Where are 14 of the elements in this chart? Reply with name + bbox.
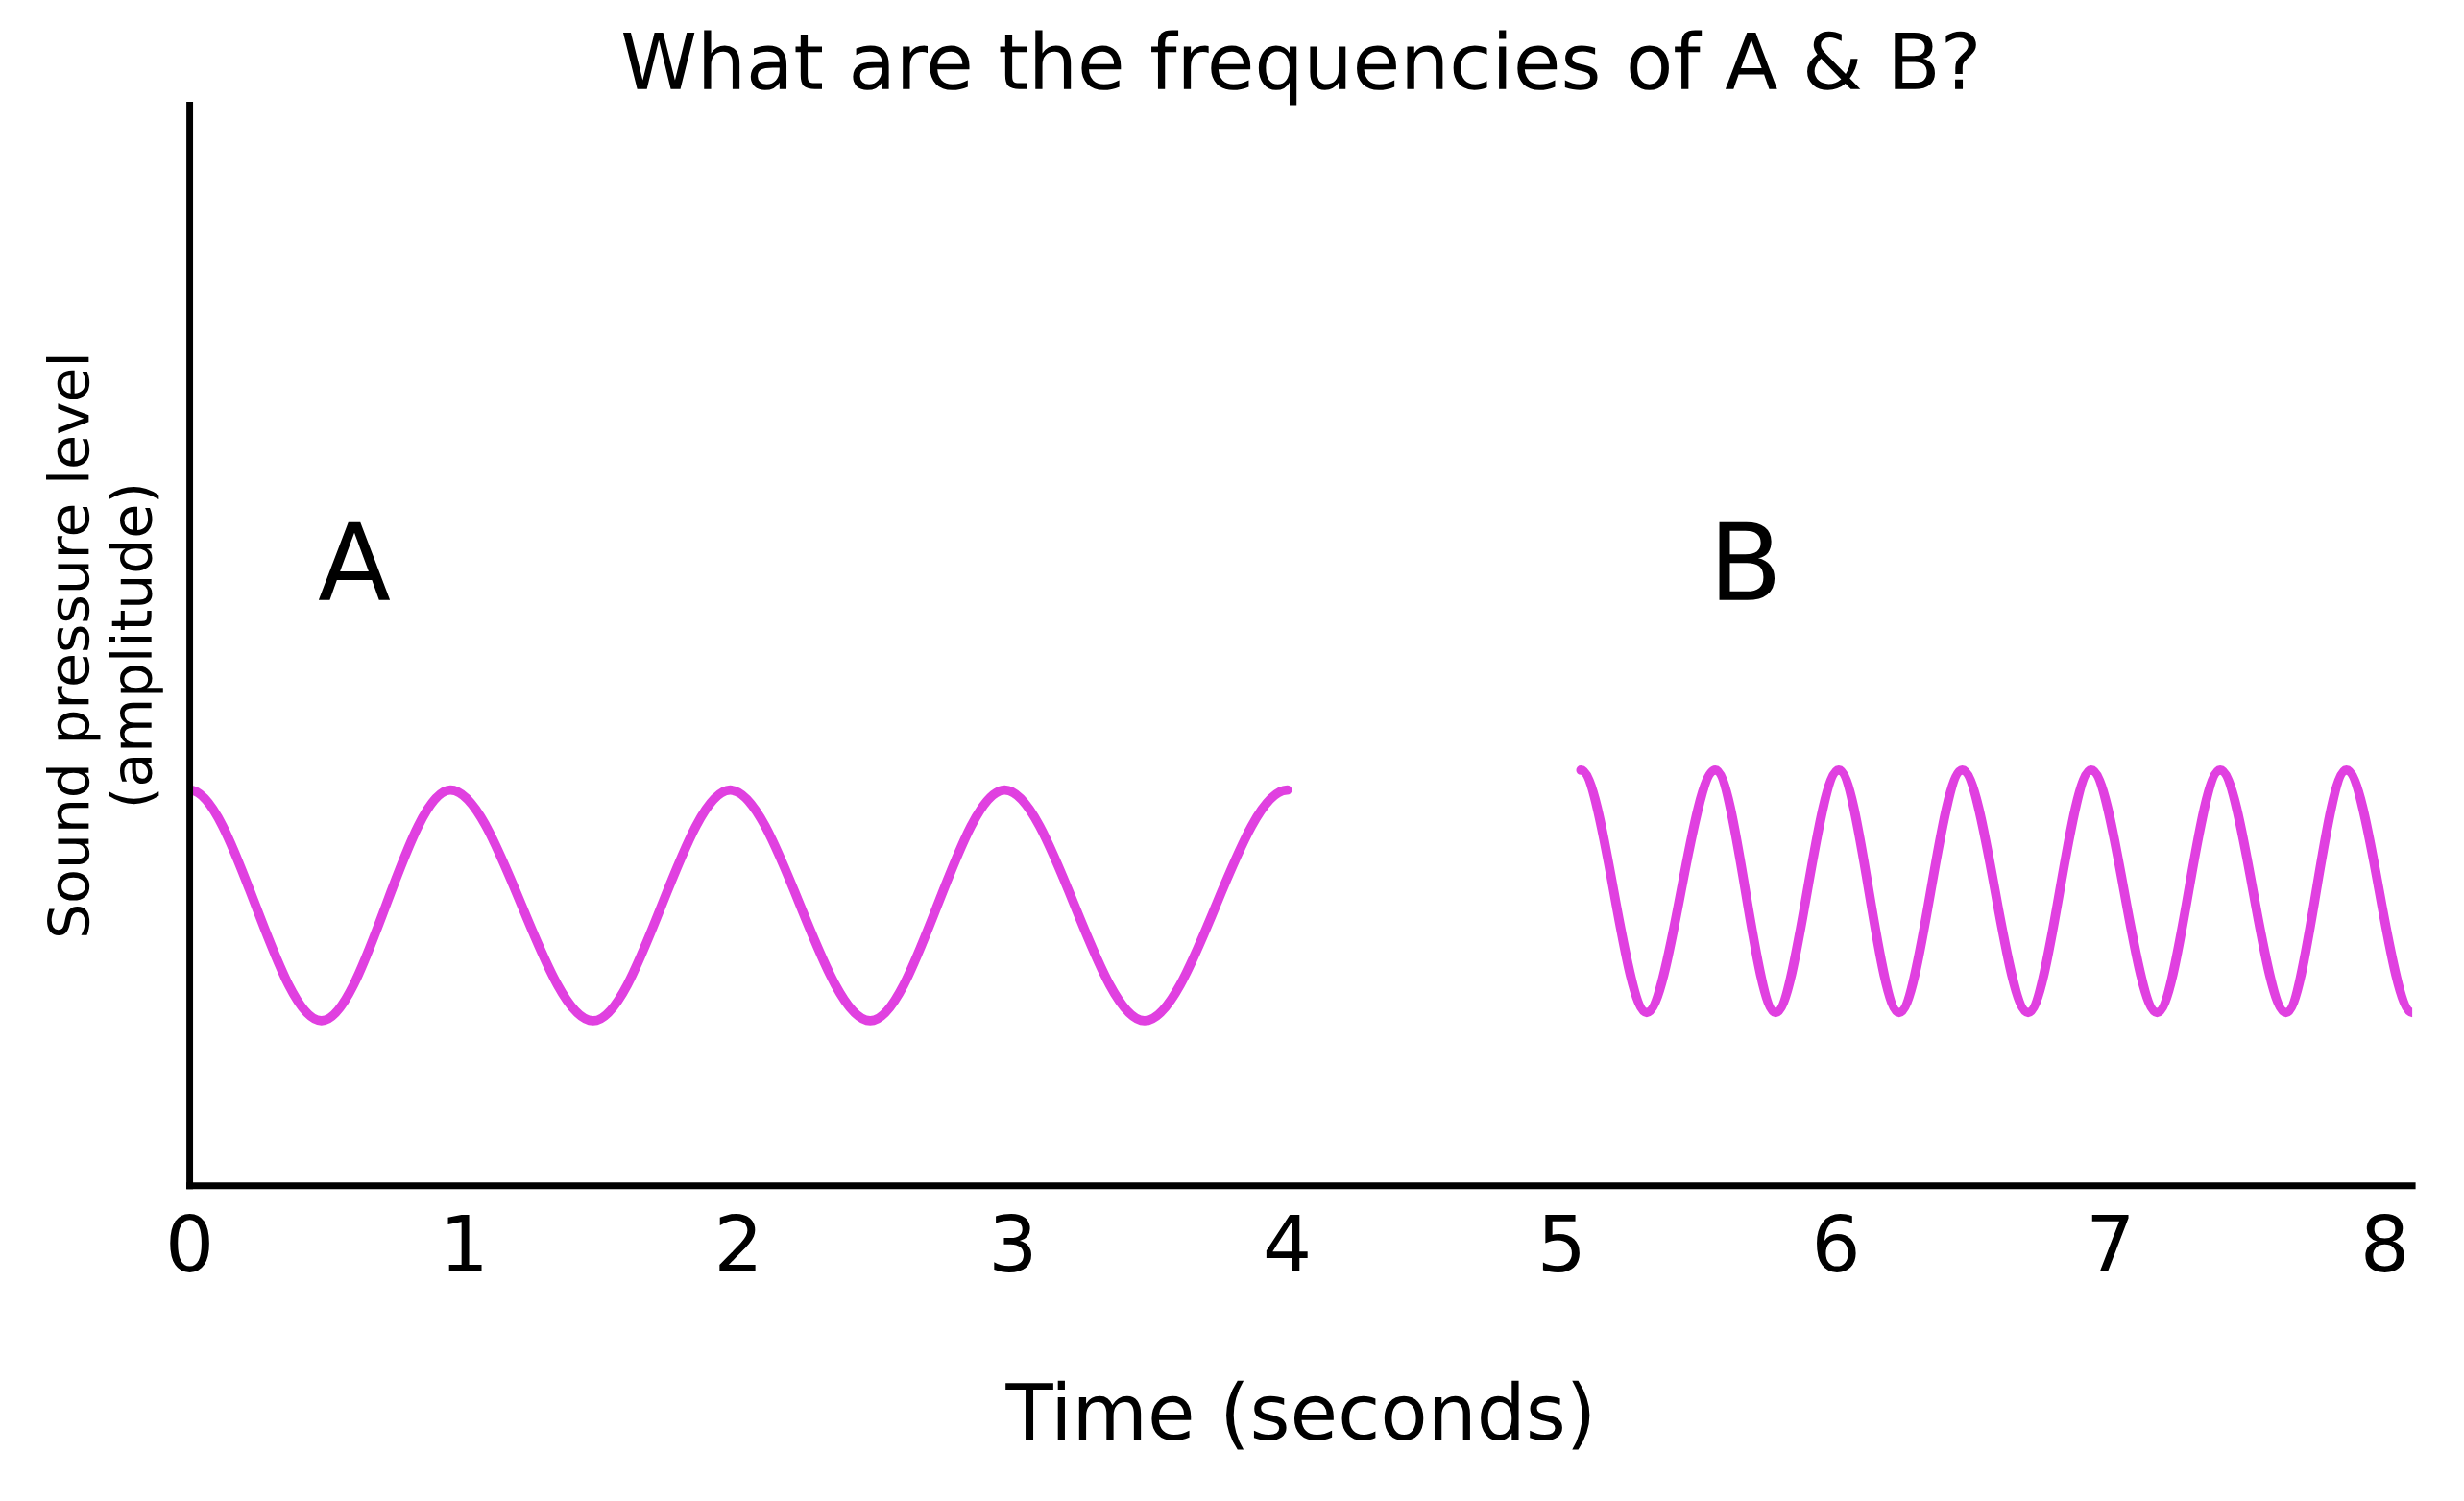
x-axis-title: Time (seconds) <box>1005 1380 1590 1450</box>
x-tick-label: 3 <box>994 1213 1031 1272</box>
x-tick-label: 1 <box>447 1215 482 1271</box>
text: A <box>318 521 391 600</box>
x-tick-label: 2 <box>719 1213 756 1271</box>
x-tick-label: 6 <box>1817 1213 1856 1272</box>
text: B <box>1719 521 1776 600</box>
chart-title: What are the frequencies of A & B? <box>622 30 1976 106</box>
x-tick-label: 5 <box>1542 1215 1580 1272</box>
x-tick-label: 7 <box>2091 1215 2129 1271</box>
x-tick-label: 4 <box>1266 1215 1308 1271</box>
x-tick-label: 0 <box>170 1213 209 1272</box>
x-tick-label: 8 <box>2365 1213 2404 1272</box>
y-axis-title: Sound pressure level (amplitude) <box>46 356 163 935</box>
